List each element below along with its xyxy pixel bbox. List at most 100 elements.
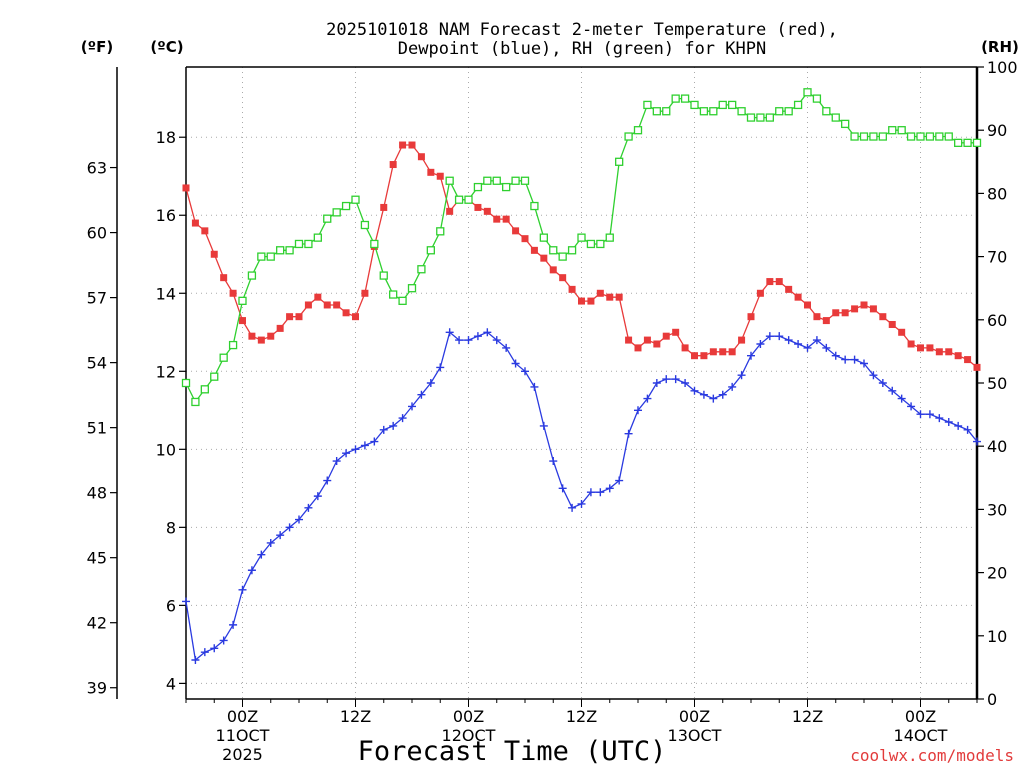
dewpoint-point (643, 394, 652, 403)
dewpoint-point (596, 488, 605, 497)
rh-point (313, 233, 322, 242)
dewpoint-point (389, 421, 398, 430)
celsius-tick-label: 18 (156, 128, 176, 147)
temperature-point (813, 313, 821, 321)
temperature-point (822, 317, 830, 325)
rh-tick-label: 40 (987, 437, 1007, 456)
rh-tick-label: 10 (987, 627, 1007, 646)
temperature-point (408, 141, 416, 149)
dewpoint-point (709, 394, 718, 403)
rh-point (304, 239, 313, 249)
plot-axes (116, 66, 979, 700)
temperature-point (446, 207, 454, 215)
rh-tick-label: 30 (987, 500, 1007, 519)
temperature-point (832, 309, 840, 317)
temperature-point (399, 141, 407, 149)
temperature-point (907, 340, 915, 348)
temperature-point (719, 348, 727, 356)
rh-point (426, 246, 435, 255)
date-tick-label: 14OCT (894, 726, 948, 745)
dewpoint-point (907, 402, 916, 411)
dewpoint-point (276, 531, 285, 540)
rh-point (596, 239, 605, 249)
temperature-point (229, 289, 237, 297)
dewpoint-point (342, 449, 351, 458)
rh-point (793, 100, 803, 110)
celsius-tick-label: 4 (166, 674, 176, 693)
temperature-point (898, 328, 906, 336)
rh-tick-label: 100 (987, 58, 1018, 77)
chart-title-line2: Dewpoint (blue), RH (green) for KHPN (398, 39, 766, 59)
time-tick-label: 12Z (566, 707, 597, 726)
rh-point (511, 176, 520, 185)
rh-point (944, 132, 953, 141)
temperature-point (342, 309, 350, 317)
dewpoint-point (304, 503, 313, 512)
celsius-tick-label: 6 (166, 596, 176, 615)
dewpoint-point (586, 488, 595, 497)
temperature-point (427, 168, 435, 176)
temperature-point (191, 219, 199, 227)
rh-point (878, 132, 887, 141)
dewpoint-point (803, 343, 812, 352)
temperature-point (879, 313, 887, 321)
dewpoint-point (728, 382, 737, 391)
temperature-point (474, 203, 482, 211)
temperature-point (502, 215, 510, 223)
rh-point (323, 214, 332, 223)
rh-point (586, 239, 596, 249)
temperature-point (220, 274, 228, 282)
celsius-tick-label: 14 (156, 284, 176, 303)
dewpoint-point (549, 457, 558, 466)
rh-point (351, 195, 360, 204)
dewpoint-point (878, 379, 887, 387)
rh-point (784, 107, 793, 116)
temperature-point (794, 293, 802, 301)
dewpoint-point (398, 414, 407, 423)
dewpoint-point (238, 585, 247, 594)
rh-point (812, 94, 822, 103)
dewpoint-point (360, 441, 369, 450)
dewpoint-point (916, 410, 925, 419)
rh-point (417, 265, 426, 274)
fahrenheit-tick-label: 60 (87, 224, 107, 243)
dewpoint-point (747, 351, 755, 360)
dewpoint-point (897, 394, 906, 403)
date-tick-label: 11OCT (216, 726, 270, 745)
temperature-point (248, 332, 256, 340)
chart-title-line1: 2025101018 NAM Forecast 2-meter Temperat… (326, 20, 838, 40)
temperature-point (304, 301, 312, 309)
temperature-point (286, 313, 294, 321)
rh-point (699, 107, 709, 116)
temperature-point (691, 352, 698, 360)
temperature-point (700, 352, 708, 360)
celsius-tick-label: 16 (156, 206, 176, 225)
dewpoint-point (812, 336, 821, 345)
dewpoint-point (257, 550, 266, 559)
rh-point (671, 94, 680, 103)
dewpoint-point (888, 386, 897, 395)
rh-point (285, 246, 294, 255)
rh-point (389, 290, 398, 299)
rh-point (615, 157, 624, 166)
dewpoint-point (681, 379, 690, 387)
temperature-point (709, 348, 717, 356)
rh-point (266, 252, 275, 261)
rh-point (831, 113, 840, 122)
temperature-point (549, 266, 557, 274)
rh-point (464, 195, 473, 204)
rh-point (690, 100, 699, 110)
dewpoint-point (615, 476, 624, 485)
rh-point (765, 113, 774, 122)
time-tick-label: 12Z (340, 707, 371, 726)
rh-point (972, 138, 982, 147)
temperature-point (417, 153, 425, 161)
rh-tick-label: 50 (987, 374, 1007, 393)
rh-point (652, 107, 661, 116)
temperature-point (841, 309, 849, 317)
rh-point (191, 397, 200, 407)
rh-point (841, 119, 850, 129)
rh-unit-label: (RH) (981, 38, 1019, 56)
dewpoint-point (765, 332, 774, 341)
